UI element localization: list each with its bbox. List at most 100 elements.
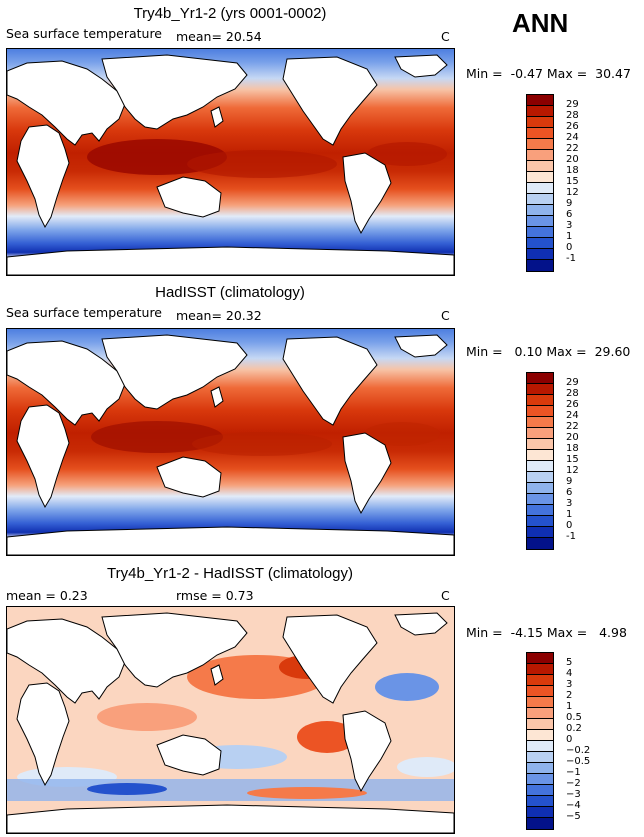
panel1-colorbar-label-2: 26 <box>566 121 579 132</box>
panel1-colorbar-label-0: 29 <box>566 99 579 110</box>
panel3-minmax: Min = -4.15 Max = 4.98 <box>466 625 627 640</box>
panel1-colorbar-swatch-9 <box>527 194 553 205</box>
panel2-colorbar-label-10: 6 <box>566 487 573 498</box>
panel1-colorbar-swatch-11 <box>527 216 553 227</box>
panel2-title: HadISST (climatology) <box>155 284 305 301</box>
panel3-units: C <box>441 588 450 603</box>
panel3-antarctica <box>7 804 454 833</box>
panel3-south-america <box>342 710 392 793</box>
panel1-map-svg <box>7 49 454 275</box>
panel1-asia <box>101 54 248 130</box>
panel1-africa <box>16 124 70 229</box>
panel1-colorbar-swatch-12 <box>527 227 553 238</box>
panel1-colorbar-label-4: 22 <box>566 143 579 154</box>
panel1-colorbar-swatch-8 <box>527 183 553 194</box>
panel3-colorbar-swatch-9 <box>527 752 553 763</box>
panel3-colorbar-label-10: −1 <box>566 767 581 778</box>
panel2-colorbar-label-3: 24 <box>566 410 579 421</box>
panel1-antarctica <box>7 246 454 275</box>
panel3-asia <box>101 612 248 688</box>
panel3-greenland <box>394 612 448 636</box>
panel1-title: Try4b_Yr1-2 (yrs 0001-0002) <box>133 5 327 22</box>
panel2-colorbar-label-12: 1 <box>566 509 573 520</box>
panel2-colorbar-swatch-5 <box>527 428 553 439</box>
panel1-colorbar-swatch-0 <box>527 95 553 106</box>
panel2-colorbar-swatch-14 <box>527 527 553 538</box>
panel3-colorbar-label-14: −5 <box>566 811 581 822</box>
panel1-atlantic-warm <box>367 142 447 166</box>
panel2-colorbar-swatch-9 <box>527 472 553 483</box>
panel1-colorbar-swatch-15 <box>527 260 553 271</box>
panel1-colorbar-label-13: 0 <box>566 242 573 253</box>
panel3-colorbar-label-13: −4 <box>566 800 581 811</box>
panel3-colorbar-label-3: 2 <box>566 690 573 701</box>
panel1-colorbar-swatch-7 <box>527 172 553 183</box>
panel3-colorbar-label-9: −0.5 <box>566 756 591 767</box>
panel2-colorbar-label-7: 15 <box>566 454 579 465</box>
panel3-satl-cool <box>397 757 454 777</box>
panel2-japan <box>210 386 224 408</box>
panel1-colorbar-swatch-4 <box>527 139 553 150</box>
panel1-colorbar-label-11: 3 <box>566 220 573 231</box>
panel1-colorbar-label-8: 12 <box>566 187 579 198</box>
panel2-units: C <box>441 308 450 323</box>
panel2-south-america <box>342 432 392 515</box>
panel1-colorbar-label-3: 24 <box>566 132 579 143</box>
panel2-colorbar-swatch-1 <box>527 384 553 395</box>
panel2-warm-pool <box>91 421 223 453</box>
panel3-map-svg <box>7 607 454 833</box>
panel3-colorbar-swatch-2 <box>527 675 553 686</box>
panel2-colorbar-swatch-8 <box>527 461 553 472</box>
panel2-mean: mean= 20.32 <box>176 308 262 323</box>
panel2-north-america <box>282 336 378 426</box>
panel3-colorbar-label-12: −3 <box>566 789 581 800</box>
panel2-colorbar-label-9: 9 <box>566 476 573 487</box>
panel3-colorbar-label-4: 1 <box>566 701 573 712</box>
panel2-colorbar-swatch-11 <box>527 494 553 505</box>
panel1-minmax: Min = -0.47 Max = 30.47 <box>466 66 631 81</box>
panel3-rmse: rmse = 0.73 <box>176 588 254 603</box>
panel2-colorbar-label-13: 0 <box>566 520 573 531</box>
panel2-atlantic-warm <box>364 422 440 446</box>
panel2-greenland <box>394 334 448 358</box>
panel3-colorbar-label-2: 3 <box>566 679 573 690</box>
panel1-colorbar-swatch-2 <box>527 117 553 128</box>
panel1-units: C <box>441 29 450 44</box>
panel2-colorbar-swatch-10 <box>527 483 553 494</box>
panel3-colorbar-swatch-5 <box>527 708 553 719</box>
panel2-colorbar-swatch-12 <box>527 505 553 516</box>
panel3-africa <box>16 682 70 787</box>
panel2-colorbar-swatch-6 <box>527 439 553 450</box>
panel2-africa <box>16 404 70 509</box>
panel2-colorbar-label-2: 26 <box>566 399 579 410</box>
panel3-colorbar-label-7: 0 <box>566 734 573 745</box>
panel3-colorbar-label-5: 0.5 <box>566 712 582 723</box>
panel2-warm-tongue <box>192 432 332 456</box>
panel1-colorbar-swatch-10 <box>527 205 553 216</box>
panel2-minmax: Min = 0.10 Max = 29.60 <box>466 344 631 359</box>
panel3-eurasia-west <box>7 618 126 704</box>
panel2-asia <box>101 334 248 410</box>
panel2-colorbar-swatch-13 <box>527 516 553 527</box>
panel2-colorbar-label-6: 18 <box>566 443 579 454</box>
panel3-colorbar-label-1: 4 <box>566 668 573 679</box>
panel3-colorbar-swatch-10 <box>527 763 553 774</box>
panel2-colorbar-label-8: 12 <box>566 465 579 476</box>
panel1-colorbar-label-9: 9 <box>566 198 573 209</box>
panel3-colorbar-swatch-14 <box>527 807 553 818</box>
panel2-colorbar-label-11: 3 <box>566 498 573 509</box>
panel1-australia <box>156 176 222 218</box>
panel3-colorbar-label-6: 0.2 <box>566 723 582 734</box>
panel2-australia <box>156 456 222 498</box>
panel2-eurasia-west <box>7 340 126 426</box>
panel3-colorbar-label-0: 5 <box>566 657 573 668</box>
panel3-continents <box>7 612 454 833</box>
panel3-australia <box>156 734 222 776</box>
panel1-japan <box>210 106 224 128</box>
panel3-colorbar-swatch-4 <box>527 697 553 708</box>
panel3-mean: mean = 0.23 <box>6 588 88 603</box>
panel1-colorbar-label-1: 28 <box>566 110 579 121</box>
panel2-colorbar-label-0: 29 <box>566 377 579 388</box>
panel3-atl-cool <box>375 673 439 701</box>
panel1-colorbar-swatch-14 <box>527 249 553 260</box>
